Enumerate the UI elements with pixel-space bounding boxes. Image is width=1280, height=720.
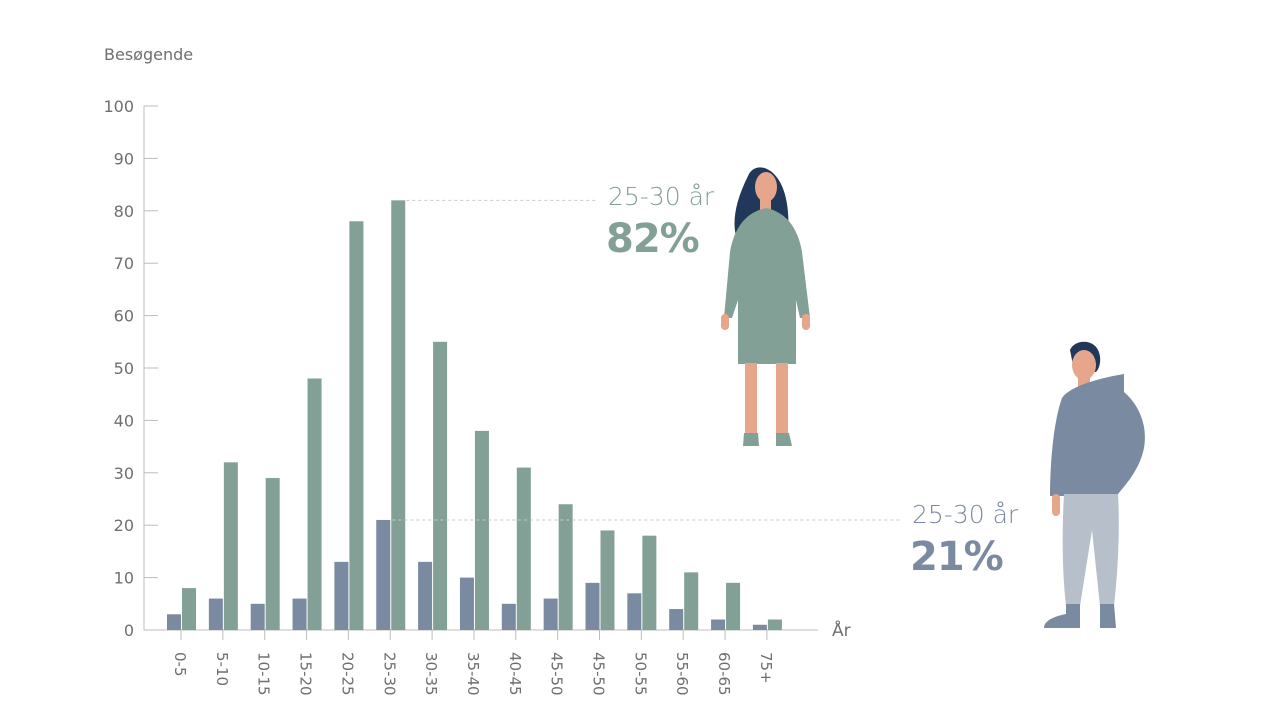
- bars: [167, 200, 782, 630]
- x-tick-label: 30-35: [422, 652, 440, 696]
- x-tick-label: 40-45: [506, 652, 524, 696]
- bar-female-35-40: [474, 430, 489, 630]
- x-tick-label: 20-25: [338, 652, 356, 696]
- bar-male-50-55: [627, 593, 642, 630]
- bar-female-10-15: [265, 478, 280, 630]
- bar-female-45-50: [600, 530, 615, 630]
- female-callout-percent: 82%: [606, 216, 700, 262]
- bar-male-5-10: [208, 598, 223, 630]
- female-callout-range: 25-30 år: [608, 182, 715, 211]
- bar-male-10-15: [250, 603, 265, 630]
- bar-female-55-60: [684, 572, 699, 630]
- x-tick-label: 75+: [757, 652, 775, 684]
- x-tick-label: 50-55: [631, 652, 649, 696]
- bar-female-0-5: [182, 588, 196, 630]
- bar-male-45-50: [585, 582, 600, 630]
- bar-male-60-65: [711, 619, 726, 630]
- x-tick-label: 35-40: [464, 652, 482, 696]
- bar-male-15-20: [292, 598, 307, 630]
- bar-male-75+: [752, 624, 767, 630]
- bar-male-40-45: [501, 603, 516, 630]
- y-tick-label: 20: [114, 516, 134, 535]
- y-tick-label: 60: [114, 307, 134, 326]
- x-tick-label: 55-60: [673, 652, 691, 696]
- bar-male-55-60: [669, 609, 684, 630]
- bar-female-25-30: [391, 200, 406, 630]
- bar-male-45-50: [543, 598, 558, 630]
- bar-female-30-35: [433, 341, 448, 630]
- bar-female-45-50: [558, 504, 573, 630]
- bar-male-35-40: [459, 577, 474, 630]
- x-ticks: 0-5 5-10 10-15 15-20 20-25 25-30 30-35 35-40 40-…: [171, 630, 775, 696]
- y-tick-label: 40: [114, 411, 134, 430]
- bar-female-5-10: [223, 462, 238, 630]
- x-axis-label: År: [832, 619, 851, 641]
- x-tick-label: 45-50: [548, 652, 566, 696]
- bar-female-60-65: [726, 582, 741, 630]
- bar-female-20-25: [349, 221, 364, 630]
- bar-male-25-30: [376, 519, 391, 630]
- bar-male-20-25: [334, 561, 349, 630]
- male-callout-range: 25-30 år: [912, 500, 1019, 529]
- bar-female-50-55: [642, 535, 657, 630]
- woman-figure-icon: [721, 167, 810, 446]
- bar-male-30-35: [418, 561, 433, 630]
- male-callout-percent: 21%: [910, 534, 1004, 580]
- x-tick-label: 25-30: [380, 652, 398, 696]
- x-tick-label: 45-50: [590, 652, 608, 696]
- bar-male-0-5: [167, 614, 181, 630]
- y-tick-label: 70: [114, 254, 134, 273]
- y-tick-label: 90: [114, 149, 134, 168]
- bar-female-40-45: [516, 467, 531, 630]
- x-tick-label: 15-20: [297, 652, 315, 696]
- bar-female-15-20: [307, 378, 322, 630]
- y-tick-label: 30: [114, 464, 134, 483]
- x-tick-label: 0-5: [171, 652, 189, 677]
- x-tick-label: 60-65: [715, 652, 733, 696]
- y-tick-label: 80: [114, 202, 134, 221]
- y-tick-label: 0: [124, 621, 134, 640]
- leader-lines: [392, 199, 900, 521]
- y-tick-label: 10: [114, 569, 134, 588]
- y-tick-label: 100: [103, 97, 134, 116]
- x-tick-label: 5-10: [213, 652, 231, 686]
- y-tick-label: 50: [114, 359, 134, 378]
- x-tick-label: 10-15: [255, 652, 273, 696]
- bar-female-75+: [767, 619, 782, 630]
- y-ticks: 0 10 20 30 40 50 60 70 80 90 100: [103, 97, 158, 640]
- man-figure-icon: [1044, 341, 1145, 628]
- y-axis-label: Besøgende: [104, 45, 193, 64]
